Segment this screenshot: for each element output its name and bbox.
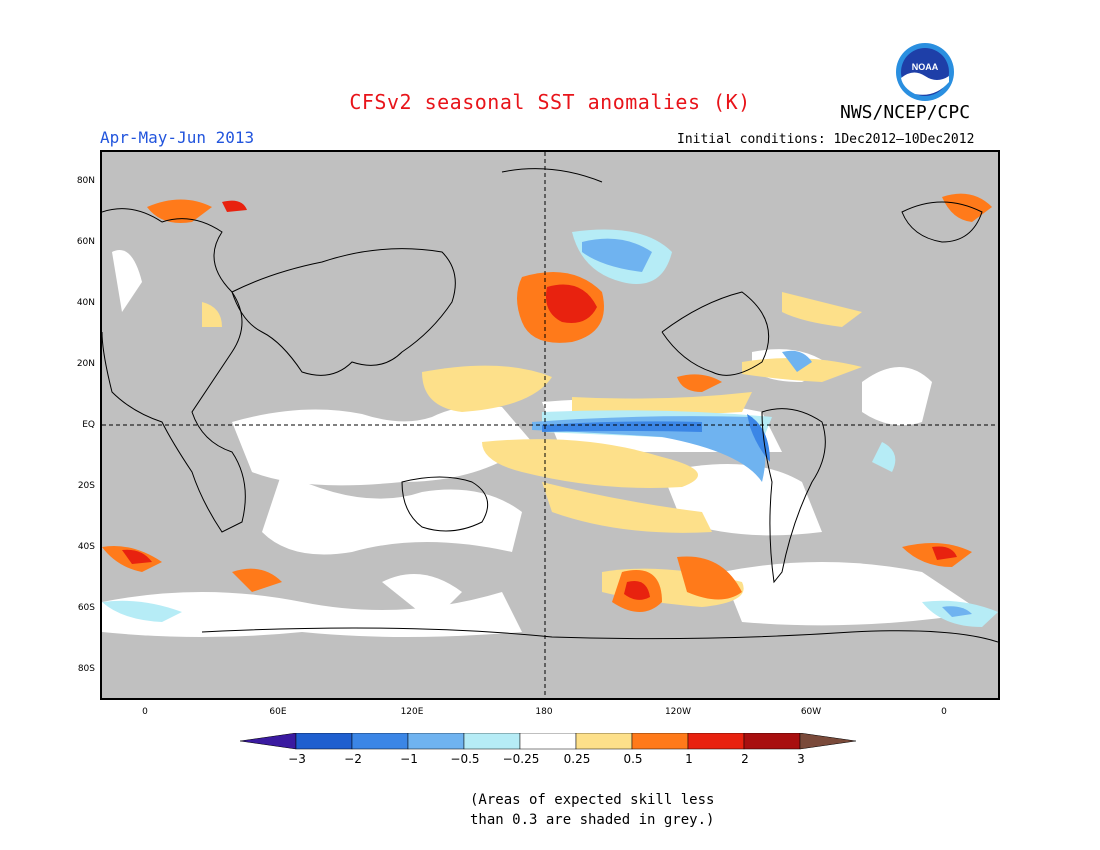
colorbar-segment bbox=[407, 733, 465, 750]
colorbar-label-05: 0.5 bbox=[623, 752, 643, 766]
lat-label-40s: 40S bbox=[77, 542, 95, 552]
colorbar-label-025: 0.25 bbox=[563, 752, 591, 766]
lat-label-40n: 40N bbox=[76, 298, 95, 308]
colorbar-below-triangle bbox=[240, 733, 297, 750]
cold-anomaly-0p5 bbox=[532, 238, 972, 617]
colorbar-label-m025: −0.25 bbox=[502, 752, 540, 766]
colorbar-above-triangle bbox=[799, 733, 857, 750]
initial-conditions: Initial conditions: 1Dec2012–10Dec2012 bbox=[677, 132, 975, 147]
colorbar-segment bbox=[687, 733, 745, 750]
lat-label-80n: 80N bbox=[76, 176, 95, 186]
warm-anomaly-1 bbox=[122, 200, 957, 600]
colorbar-label-m3: −3 bbox=[288, 752, 306, 766]
colorbar-segment bbox=[575, 733, 633, 750]
colorbar-label-1: 1 bbox=[685, 752, 693, 766]
agency-label: NWS/NCEP/CPC bbox=[840, 102, 971, 123]
noaa-logo: NOAA bbox=[896, 43, 954, 101]
skill-note: (Areas of expected skill less than 0.3 a… bbox=[470, 790, 730, 830]
logo-text: NOAA bbox=[912, 62, 939, 72]
colorbar-segment bbox=[519, 733, 577, 750]
lon-label-60e: 60E bbox=[269, 707, 287, 717]
lat-label-20n: 20N bbox=[76, 359, 95, 369]
colorbar bbox=[240, 733, 857, 750]
near-zero-anomaly-areas bbox=[102, 250, 982, 637]
sst-anomaly-map bbox=[100, 150, 1000, 700]
colorbar-label-m05: −0.5 bbox=[450, 752, 480, 766]
colorbar-label-3: 3 bbox=[797, 752, 805, 766]
lat-label-eq: EQ bbox=[82, 420, 95, 430]
forecast-period: Apr-May-Jun 2013 bbox=[100, 128, 255, 147]
lat-label-60s: 60S bbox=[77, 603, 95, 613]
lat-label-80s: 80S bbox=[77, 664, 95, 674]
colorbar-label-2: 2 bbox=[741, 752, 749, 766]
lon-label-0: 0 bbox=[142, 707, 148, 717]
lon-label-60w: 60W bbox=[800, 707, 822, 717]
map-title: CFSv2 seasonal SST anomalies (K) bbox=[349, 90, 751, 114]
map-canvas bbox=[102, 152, 998, 698]
skill-note-line-2: than 0.3 are shaded in grey.) bbox=[470, 812, 715, 828]
cold-anomaly-1 bbox=[542, 414, 770, 462]
colorbar-segment bbox=[463, 733, 521, 750]
colorbar-label-m1: −1 bbox=[400, 752, 418, 766]
colorbar-segment bbox=[351, 733, 409, 750]
lon-label-180: 180 bbox=[535, 707, 553, 717]
lat-label-60n: 60N bbox=[76, 237, 95, 247]
coastlines bbox=[102, 168, 998, 643]
skill-note-line-1: (Areas of expected skill less bbox=[470, 792, 715, 808]
colorbar-segment bbox=[631, 733, 689, 750]
colorbar-label-m2: −2 bbox=[344, 752, 362, 766]
colorbar-segment bbox=[295, 733, 353, 750]
lon-label-120w: 120W bbox=[664, 707, 692, 717]
lon-label-120e: 120E bbox=[400, 707, 424, 717]
lon-label-0-east: 0 bbox=[941, 707, 947, 717]
lat-label-20s: 20S bbox=[77, 481, 95, 491]
colorbar-segment bbox=[743, 733, 801, 750]
